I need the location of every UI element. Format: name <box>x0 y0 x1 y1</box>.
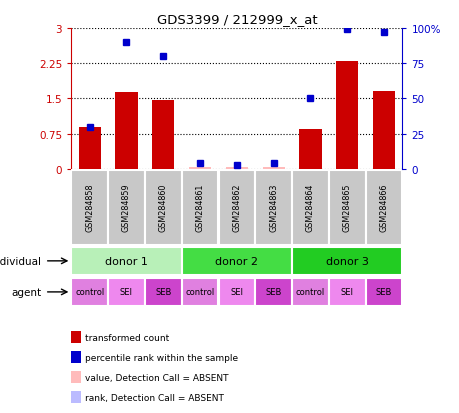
Bar <box>181 247 291 275</box>
Bar <box>145 278 181 306</box>
Text: GSM284865: GSM284865 <box>342 183 351 232</box>
Text: SEI: SEI <box>120 288 133 297</box>
Text: SEB: SEB <box>375 288 392 297</box>
Bar <box>328 278 365 306</box>
Text: rank, Detection Call = ABSENT: rank, Detection Call = ABSENT <box>85 393 224 402</box>
Bar <box>115 93 137 169</box>
Bar <box>262 167 284 169</box>
Bar <box>225 167 247 169</box>
Bar <box>291 247 402 275</box>
Text: SEB: SEB <box>265 288 281 297</box>
Text: percentile rank within the sample: percentile rank within the sample <box>85 353 238 362</box>
Text: donor 1: donor 1 <box>105 256 148 266</box>
Bar <box>336 62 358 169</box>
Text: transformed count: transformed count <box>85 333 169 342</box>
Bar <box>181 170 218 245</box>
Text: GSM284860: GSM284860 <box>158 183 168 232</box>
Bar <box>372 92 394 169</box>
Bar <box>328 170 365 245</box>
Bar <box>255 278 291 306</box>
Bar <box>152 100 174 169</box>
Bar <box>189 167 211 169</box>
Bar <box>181 278 218 306</box>
Bar <box>291 170 328 245</box>
Text: control: control <box>295 288 325 297</box>
Text: GSM284861: GSM284861 <box>195 183 204 232</box>
Text: SEB: SEB <box>155 288 171 297</box>
Bar <box>71 278 108 306</box>
Bar <box>255 170 291 245</box>
Bar <box>71 170 108 245</box>
Bar <box>291 278 328 306</box>
Text: donor 2: donor 2 <box>215 256 258 266</box>
Bar <box>365 278 402 306</box>
Text: GSM284866: GSM284866 <box>379 183 388 232</box>
Text: SEI: SEI <box>230 288 243 297</box>
Text: GSM284859: GSM284859 <box>122 183 131 232</box>
Bar <box>218 170 255 245</box>
Text: individual: individual <box>0 256 41 266</box>
Bar <box>108 170 145 245</box>
Text: GSM284858: GSM284858 <box>85 183 94 232</box>
Text: donor 3: donor 3 <box>325 256 368 266</box>
Text: GSM284864: GSM284864 <box>305 183 314 232</box>
Text: GSM284862: GSM284862 <box>232 183 241 232</box>
Text: SEI: SEI <box>340 288 353 297</box>
Text: control: control <box>185 288 214 297</box>
Bar <box>145 170 181 245</box>
Text: GSM284863: GSM284863 <box>269 183 278 232</box>
Title: GDS3399 / 212999_x_at: GDS3399 / 212999_x_at <box>156 13 317 26</box>
Bar <box>71 247 181 275</box>
Bar <box>299 130 321 169</box>
Bar <box>108 278 145 306</box>
Text: value, Detection Call = ABSENT: value, Detection Call = ABSENT <box>85 373 228 382</box>
Text: control: control <box>75 288 104 297</box>
Text: agent: agent <box>11 287 41 297</box>
Bar <box>365 170 402 245</box>
Bar <box>78 127 101 169</box>
Bar <box>218 278 255 306</box>
